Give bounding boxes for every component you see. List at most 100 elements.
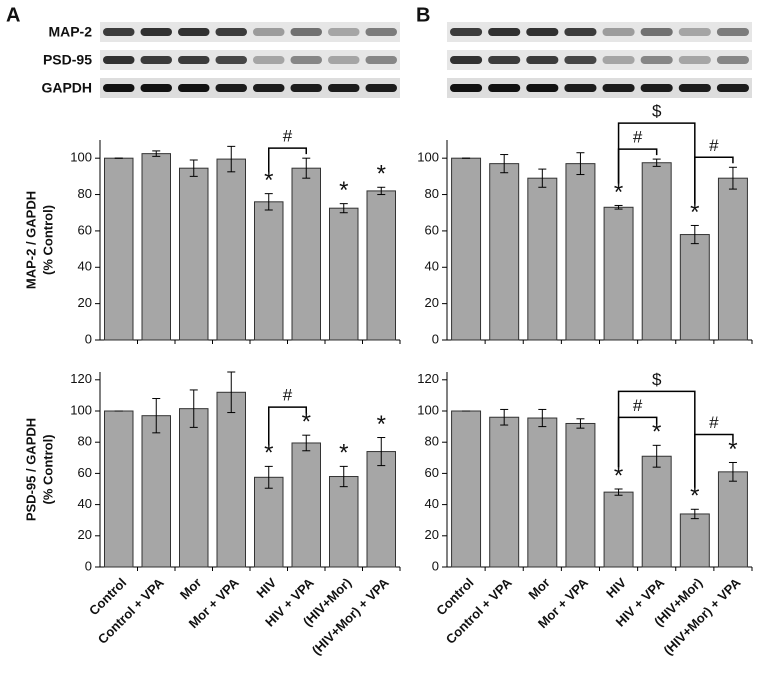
error-bar <box>538 168 547 188</box>
y-tick-label: 80 <box>78 434 92 449</box>
error-bar <box>728 461 737 482</box>
y-tick-label: 0 <box>432 331 439 346</box>
significance-mark: * <box>302 409 311 436</box>
blot-band <box>716 56 749 64</box>
error-bar <box>690 224 699 245</box>
blot-band <box>678 56 711 64</box>
error-bar <box>227 145 236 173</box>
bar <box>329 207 359 341</box>
y-axis-label: MAP-2 / GAPDH <box>23 191 38 289</box>
error-bar <box>538 408 547 428</box>
bar <box>451 157 482 341</box>
y-tick-label: 40 <box>78 496 92 511</box>
y-tick-label: 20 <box>78 295 92 310</box>
error-bar <box>652 444 661 468</box>
bar <box>641 162 672 341</box>
bar <box>104 410 134 568</box>
blot-band <box>450 56 483 64</box>
blot-band <box>365 28 397 36</box>
significance-mark: * <box>377 411 386 438</box>
y-tick-label: 80 <box>78 186 92 201</box>
y-tick-label: 100 <box>417 150 439 165</box>
bar <box>527 177 558 341</box>
error-bar <box>227 371 236 414</box>
y-tick-label: 0 <box>85 558 92 573</box>
significance-mark: * <box>690 199 699 226</box>
blot-band <box>602 28 635 36</box>
bar <box>291 442 321 568</box>
bar <box>489 163 520 341</box>
blot-band <box>450 84 483 92</box>
y-tick-label: 100 <box>70 402 92 417</box>
blot-band <box>103 28 135 36</box>
blot-label: MAP-2 <box>48 24 92 40</box>
bar <box>489 416 520 568</box>
error-bar <box>576 152 585 176</box>
significance-mark: * <box>614 179 623 206</box>
bar <box>679 234 710 341</box>
bar <box>216 158 246 341</box>
bar <box>141 415 171 568</box>
bar <box>565 163 596 341</box>
significance-mark: * <box>377 161 386 188</box>
blot-band <box>678 84 711 92</box>
bracket <box>617 390 696 488</box>
bracket-label: # <box>283 127 293 146</box>
y-tick-label: 80 <box>425 434 439 449</box>
error-bar <box>152 398 161 434</box>
blot-band <box>488 28 521 36</box>
bar <box>603 491 634 568</box>
error-bar <box>302 434 311 452</box>
bracket-label: # <box>283 386 293 405</box>
panel-label: B <box>416 4 430 26</box>
error-bar <box>264 193 273 211</box>
blot-strip <box>447 50 752 70</box>
y-tick-label: 60 <box>425 465 439 480</box>
y-tick-label: 20 <box>425 527 439 542</box>
error-bar <box>339 465 348 488</box>
error-bar <box>652 158 661 167</box>
y-tick-label: 120 <box>417 371 439 386</box>
bar <box>254 201 284 341</box>
bar <box>717 177 748 341</box>
y-tick-label: 0 <box>432 558 439 573</box>
y-tick-label: 100 <box>70 150 92 165</box>
error-bar <box>690 508 699 520</box>
bracket-label: # <box>709 136 719 155</box>
blot-band <box>488 84 521 92</box>
y-tick-label: 20 <box>78 527 92 542</box>
x-tick-label: HIV <box>603 575 629 601</box>
y-tick-label: 20 <box>425 295 439 310</box>
blot-band <box>215 84 247 92</box>
bracket <box>268 147 307 172</box>
blot-band <box>253 84 285 92</box>
blot-band <box>253 28 285 36</box>
blot-band <box>178 56 210 64</box>
blot-label: PSD-95 <box>43 52 92 68</box>
error-bar <box>189 389 198 428</box>
significance-mark: * <box>614 462 623 489</box>
blot-band <box>716 84 749 92</box>
blot-band <box>640 84 673 92</box>
y-tick-label: 40 <box>78 259 92 274</box>
bracket-label: $ <box>652 370 662 389</box>
bracket <box>617 122 696 204</box>
blot-band <box>215 28 247 36</box>
blot-band <box>103 56 135 64</box>
bar <box>141 153 171 341</box>
blot-strip <box>447 22 752 42</box>
error-bar <box>377 186 386 196</box>
blot-band <box>640 56 673 64</box>
bar <box>717 471 748 568</box>
blot-band <box>640 28 673 36</box>
blot-band <box>328 28 360 36</box>
blot-band <box>564 28 597 36</box>
bracket-label: # <box>633 128 643 147</box>
bar <box>104 157 134 341</box>
bar <box>451 410 482 568</box>
error-bar <box>576 418 585 429</box>
blot-strip <box>100 78 400 98</box>
y-tick-label: 60 <box>78 222 92 237</box>
y-axis-label: (% Control) <box>40 434 55 504</box>
